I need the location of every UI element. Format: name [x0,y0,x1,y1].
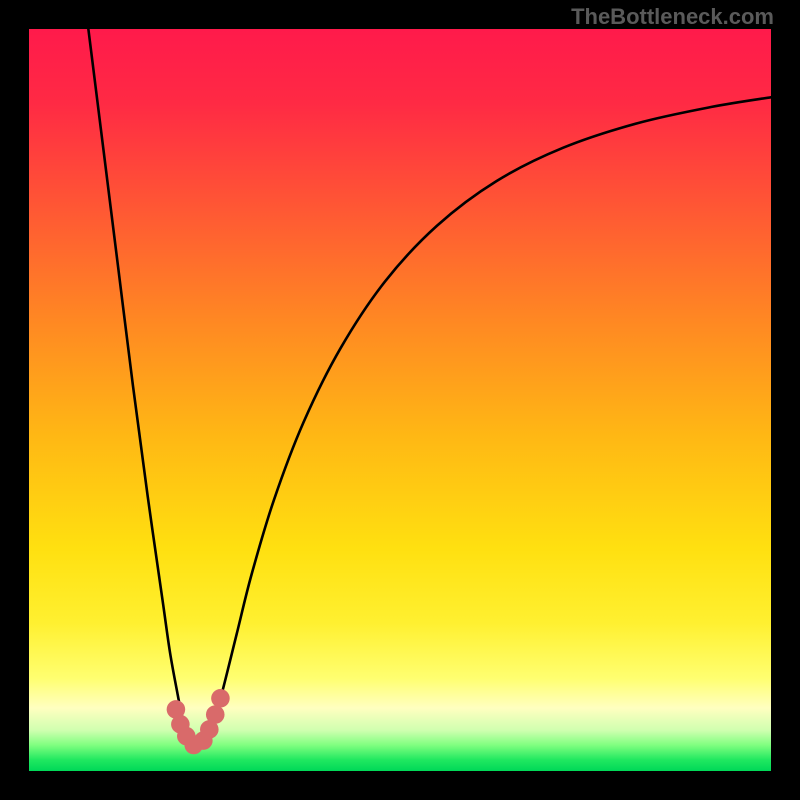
data-dots [29,29,771,771]
chart-root: TheBottleneck.com [0,0,800,800]
plot-area [29,29,771,771]
watermark-text: TheBottleneck.com [571,4,774,30]
data-dot [211,689,230,708]
data-dot [206,705,225,724]
